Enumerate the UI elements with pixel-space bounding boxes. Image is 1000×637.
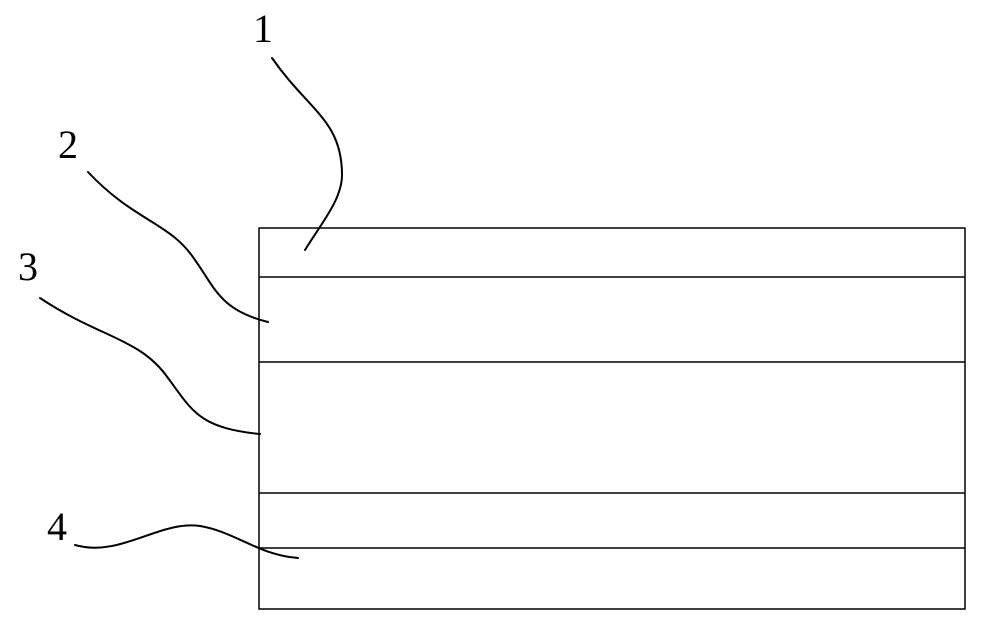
layer-stack-outline bbox=[259, 228, 965, 609]
leader-line-2 bbox=[88, 172, 268, 322]
callout-label-1: 1 bbox=[253, 6, 273, 51]
leader-line-1 bbox=[272, 58, 342, 250]
callout-label-2: 2 bbox=[58, 122, 78, 167]
callout-label-3: 3 bbox=[18, 244, 38, 289]
leader-line-3 bbox=[40, 298, 260, 434]
callout-label-4: 4 bbox=[47, 504, 67, 549]
leader-line-4 bbox=[75, 525, 298, 558]
